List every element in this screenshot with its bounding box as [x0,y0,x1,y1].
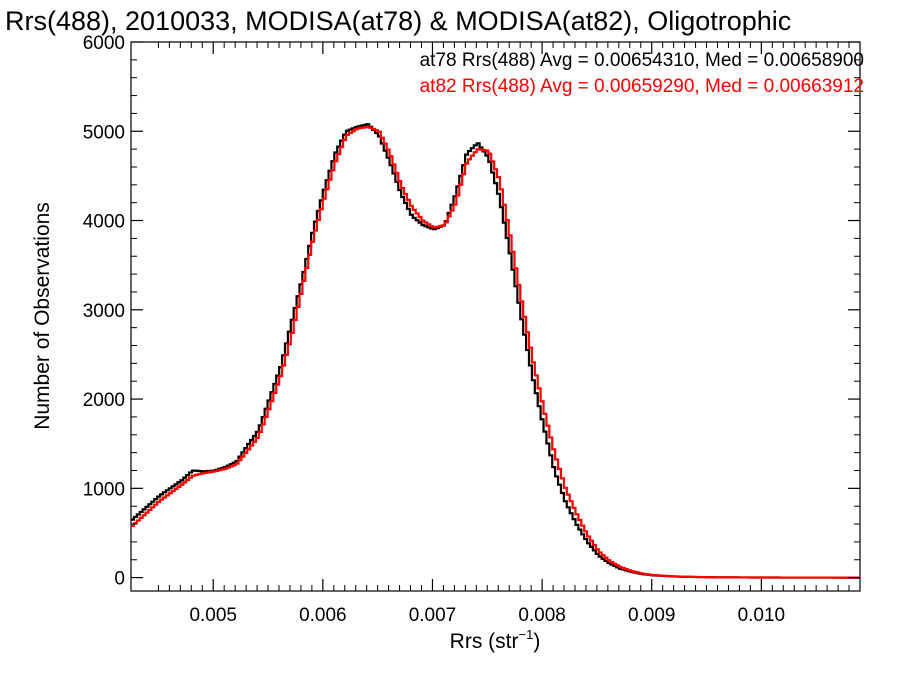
y-tick-label: 2000 [83,390,125,411]
x-tick-label: 0.006 [299,605,347,626]
x-axis-label-superscript: −1 [519,627,534,642]
plot-frame [130,41,861,592]
y-tick-label: 0 [114,569,125,590]
series-line-at82 [131,125,860,579]
y-axis-label: Number of Observations [31,202,54,430]
legend-entry-at78: at78 Rrs(488) Avg = 0.00654310, Med = 0.… [420,50,864,71]
series-line-at78 [131,123,860,579]
y-tick-label: 3000 [83,301,125,322]
y-tick-label: 4000 [83,212,125,233]
chart-title: Rrs(488), 2010033, MODISA(at78) & MODISA… [5,6,791,36]
x-axis-label-base: Rrs (str [450,630,519,653]
y-tick-label: 6000 [83,33,125,54]
plot-area: 0.005 0.006 0.007 0.008 0.009 0.010 0 1000 2000 3… [83,33,861,626]
ticks-layer: 0.005 0.006 0.007 0.008 0.009 0.010 0 1000 2000 3… [83,33,861,626]
x-axis-label: Rrs (str−1) [450,627,541,653]
y-tick-label: 5000 [83,122,125,143]
legend: at78 Rrs(488) Avg = 0.00654310, Med = 0.… [420,50,864,97]
legend-entry-at82: at82 Rrs(488) Avg = 0.00659290, Med = 0.… [420,76,864,97]
x-axis-label-close: ) [533,630,540,653]
x-tick-label: 0.005 [189,605,237,626]
y-tick-label: 1000 [83,479,125,500]
series-layer [131,123,860,579]
x-tick-label: 0.009 [628,605,676,626]
x-tick-label: 0.010 [738,605,786,626]
x-tick-label: 0.008 [518,605,566,626]
x-tick-label: 0.007 [409,605,457,626]
